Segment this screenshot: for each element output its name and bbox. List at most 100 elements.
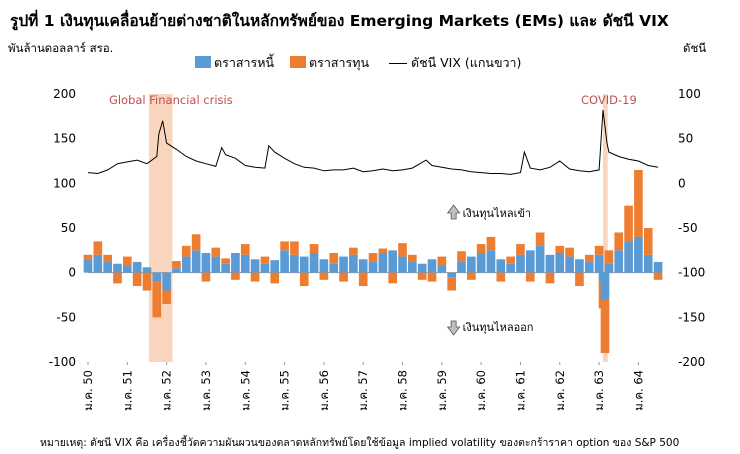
bar-debt-40	[476, 253, 486, 273]
outflow-label: เงินทุนไหลออก	[463, 321, 534, 334]
right-tick-6: 100	[678, 87, 701, 101]
bar-debt-52	[594, 254, 604, 273]
bar-equity-40	[476, 244, 486, 254]
bar-debt-45	[525, 250, 535, 273]
bar-debt-46	[535, 245, 545, 273]
bar-equity-34	[417, 272, 427, 280]
bar-debt-47	[545, 254, 555, 273]
bar-equity-8	[162, 290, 171, 304]
inflow-arrow-icon	[446, 204, 461, 220]
bar-debt-0	[83, 259, 93, 273]
left-tick-3: 50	[61, 221, 76, 235]
bar-debt-48	[555, 253, 565, 273]
bar-debt-55	[604, 263, 614, 273]
bar-equity-51	[584, 254, 594, 262]
x-tick-6: ม.ค. 56	[317, 370, 331, 411]
bar-equity-7	[152, 281, 162, 318]
bar-equity-26	[339, 272, 348, 282]
bar-debt-20	[280, 250, 289, 273]
left-tick-6: 200	[53, 87, 76, 101]
bar-equity-11	[191, 234, 201, 251]
bar-debt-6	[142, 267, 152, 273]
bar-debt-12	[201, 253, 211, 273]
bar-equity-33	[408, 254, 417, 262]
bar-equity-27	[349, 247, 358, 255]
bar-equity-48	[555, 245, 565, 254]
bar-equity-30	[378, 248, 388, 254]
x-tick-3: ม.ค. 53	[199, 370, 213, 411]
bar-equity-14	[221, 258, 230, 264]
x-tick-1: ม.ค. 51	[120, 370, 134, 411]
right-tick-1: -150	[678, 310, 705, 324]
bar-equity-1	[93, 241, 103, 255]
bar-equity-10	[181, 245, 191, 257]
bar-equity-28	[358, 272, 368, 287]
bar-equity-32	[398, 243, 407, 257]
left-tick-0: -100	[49, 355, 76, 369]
legend-item-equity: ตราสารทุน	[290, 53, 369, 73]
bar-equity-36	[437, 256, 447, 266]
bar-debt-5	[132, 261, 142, 273]
bar-debt-59	[643, 254, 653, 273]
legend-item-debt: ตราสารหนี้	[195, 53, 274, 73]
bar-debt-22	[299, 256, 309, 273]
x-tick-12: ม.ค. 62	[553, 370, 567, 411]
bar-debt-3	[113, 263, 122, 273]
bar-debt-54	[600, 272, 610, 300]
bar-debt-56	[614, 250, 624, 273]
bar-equity-5	[132, 272, 142, 287]
bar-equity-49	[565, 247, 574, 257]
x-tick-8: ม.ค. 58	[396, 370, 410, 411]
legend-item-vix: ดัชนี VIX (แกนขวา)	[381, 53, 521, 73]
bar-debt-19	[270, 260, 280, 273]
bar-debt-50	[575, 259, 584, 273]
bar-equity-13	[211, 247, 221, 257]
bar-equity-43	[506, 256, 515, 264]
bar-equity-23	[309, 244, 319, 254]
bar-equity-15	[231, 272, 240, 280]
bar-equity-18	[260, 256, 270, 264]
bar-debt-31	[388, 250, 398, 273]
left-tick-1: -50	[56, 310, 76, 324]
bar-debt-14	[221, 263, 230, 273]
bar-equity-41	[486, 236, 496, 251]
left-tick-5: 150	[53, 132, 76, 146]
bar-debt-42	[496, 259, 506, 273]
x-tick-5: ม.ค. 55	[278, 370, 292, 411]
bar-equity-0	[83, 254, 93, 260]
bar-debt-7	[152, 272, 162, 282]
bar-debt-43	[506, 263, 515, 273]
legend-label-vix: ดัชนี VIX (แกนขวา)	[411, 55, 522, 70]
x-tick-7: ม.ค. 57	[356, 370, 370, 411]
bar-debt-29	[368, 261, 378, 273]
bar-equity-9	[172, 261, 181, 269]
bar-debt-34	[417, 263, 427, 273]
bar-debt-36	[437, 265, 447, 273]
bar-debt-57	[624, 241, 633, 273]
chart-title: รูปที่ 1 เงินทุนเคลื่อนย้ายต่างชาติในหลั…	[10, 12, 669, 30]
x-tick-10: ม.ค. 60	[474, 370, 488, 411]
legend-swatch-debt	[195, 56, 211, 68]
bar-debt-23	[309, 253, 319, 273]
bar-debt-10	[181, 256, 191, 273]
bar-debt-41	[486, 250, 496, 273]
bar-debt-13	[211, 256, 221, 273]
x-tick-13: ม.ค. 63	[592, 370, 606, 411]
bar-equity-44	[516, 244, 525, 255]
bar-debt-32	[398, 256, 407, 273]
bar-equity-38	[457, 251, 466, 262]
bar-equity-45	[525, 272, 535, 282]
bar-debt-33	[408, 261, 417, 273]
bar-equity-58	[634, 169, 643, 237]
chart-legend: ตราสารหนี้ ตราสารทุน ดัชนี VIX (แกนขวา)	[195, 53, 521, 73]
outflow-arrow-icon	[446, 320, 461, 336]
bar-debt-8	[162, 272, 171, 291]
bar-debt-26	[339, 256, 348, 273]
x-tick-14: ม.ค. 64	[631, 370, 645, 411]
bar-equity-47	[545, 272, 555, 284]
bar-equity-50	[575, 272, 584, 287]
bar-equity-2	[103, 254, 112, 262]
x-tick-2: ม.ค. 52	[160, 370, 174, 411]
left-axis-unit-label: พันล้านดอลลาร์ สรอ.	[8, 41, 114, 55]
legend-swatch-equity	[290, 56, 306, 68]
